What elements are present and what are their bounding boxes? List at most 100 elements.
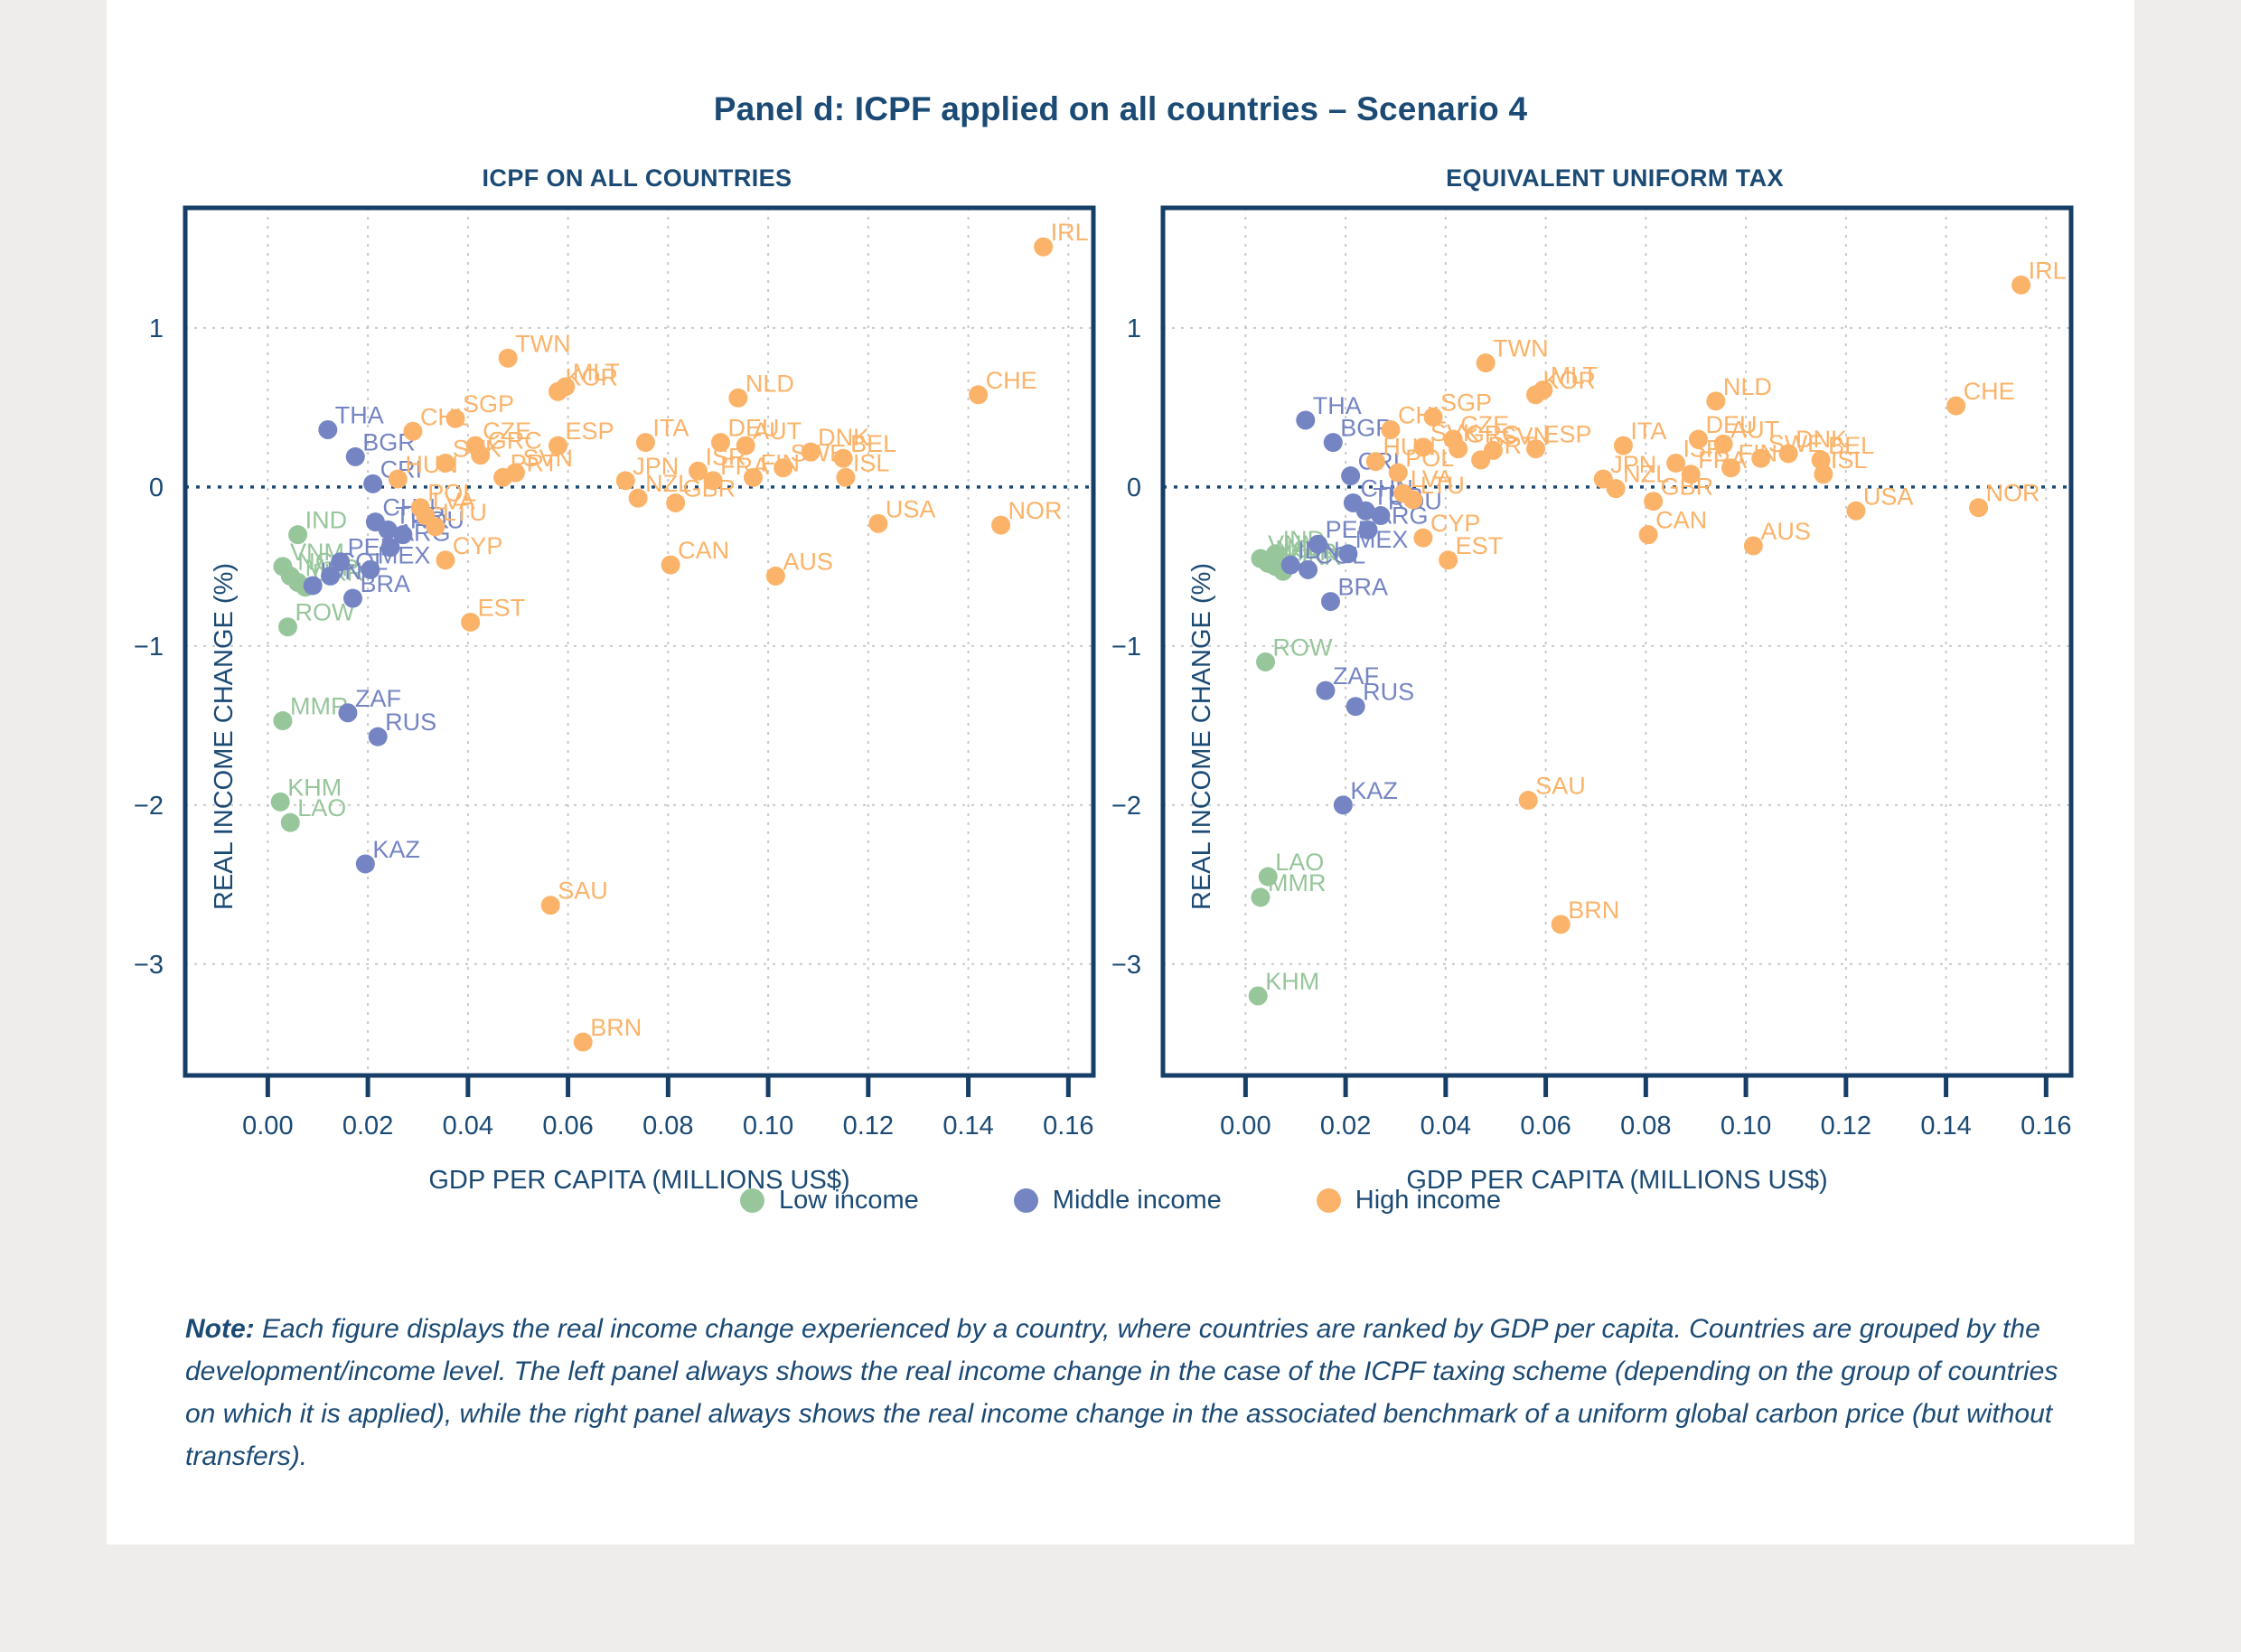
x-axis-title: GDP PER CAPITA (MILLIONS US$)	[428, 1166, 849, 1195]
legend-item-high: High income	[1316, 1186, 1501, 1216]
y-tick-label: 1	[149, 314, 164, 343]
x-tick-label: 0.00	[242, 1112, 293, 1140]
point-LAO	[1258, 867, 1278, 887]
point-CRI	[1341, 466, 1361, 486]
point-NZL	[1606, 479, 1626, 499]
point-MEX	[1338, 544, 1358, 564]
point-label-CHE: CHE	[1964, 378, 2015, 405]
point-label-NLD: NLD	[1723, 373, 1772, 400]
point-label-GRC: GRC	[488, 427, 542, 455]
point-label-TWN: TWN	[515, 330, 570, 357]
point-BRN	[573, 1032, 593, 1052]
y-tick-label: 1	[1127, 314, 1141, 343]
point-NOR	[991, 515, 1011, 535]
point-THA	[1296, 410, 1316, 430]
point-CHE	[969, 385, 989, 405]
point-GRC	[1449, 439, 1468, 459]
point-ESP	[1526, 439, 1546, 459]
x-tick-label: 0.16	[1043, 1112, 1093, 1140]
x-tick-label: 0.04	[1421, 1112, 1471, 1140]
point-label-NOR: NOR	[1986, 480, 2040, 507]
point-CRI	[363, 474, 383, 493]
point-label-CZE: CZE	[483, 418, 531, 445]
point-label-BEL: BEL	[1828, 432, 1874, 459]
point-label-USA: USA	[886, 495, 936, 522]
high-income-swatch-icon	[1316, 1188, 1341, 1213]
point-GBR	[666, 493, 686, 512]
point-ROU	[1371, 506, 1391, 526]
point-label-DNK: DNK	[1796, 426, 1847, 453]
point-SAU	[1518, 791, 1538, 811]
point-label-MLT: MLT	[1551, 362, 1598, 390]
y-axis-title: REAL INCOME CHANGE (%)	[210, 563, 239, 910]
low-income-swatch-icon	[740, 1188, 765, 1213]
x-axis-title: GDP PER CAPITA (MILLIONS US$)	[1406, 1166, 1827, 1195]
point-KAZ	[1333, 795, 1353, 815]
y-axis-title: REAL INCOME CHANGE (%)	[1187, 563, 1216, 910]
point-FIN	[1721, 458, 1740, 478]
point-MMR	[1251, 887, 1271, 907]
point-label-PRT: PRT	[511, 449, 559, 476]
point-label-BEL: BEL	[850, 430, 896, 457]
point-TUR	[378, 520, 398, 540]
point-label-LVA: LVA	[433, 488, 475, 515]
point-AUS	[765, 566, 785, 586]
point-RUS	[1346, 697, 1365, 717]
point-label-IDN: IDN	[320, 558, 362, 585]
point-label-MLT: MLT	[573, 359, 620, 386]
point-BRA	[1320, 592, 1340, 612]
point-label-USA: USA	[1863, 483, 1914, 510]
legend-label: Low income	[779, 1186, 919, 1215]
point-label-KHM: KHM	[287, 774, 342, 801]
point-label-CHL: CHL	[1398, 401, 1447, 428]
point-NZL	[628, 488, 648, 508]
point-label-ISR: ISR	[1683, 435, 1724, 462]
point-FIN	[743, 467, 763, 487]
point-IND	[288, 525, 308, 545]
point-COL	[1299, 559, 1318, 579]
point-SVK	[436, 453, 455, 473]
point-label-SGP: SGP	[463, 390, 514, 418]
point-label-AUS: AUS	[783, 548, 833, 575]
point-GRC	[471, 446, 491, 465]
point-ITA	[635, 433, 655, 453]
point-CHL	[403, 421, 423, 441]
x-tick-label: 0.04	[443, 1112, 493, 1140]
y-tick-label: −2	[134, 792, 164, 821]
point-FRA	[703, 471, 723, 491]
left-panel-title: ICPF ON ALL COUNTRIES	[482, 164, 792, 192]
point-label-FIN: FIN	[1738, 440, 1777, 467]
point-PER	[1308, 534, 1328, 554]
point-label-SVN: SVN	[522, 445, 573, 472]
point-label-JPN: JPN	[1610, 451, 1656, 478]
point-CYP	[436, 550, 455, 570]
point-AUT	[1713, 434, 1733, 454]
point-HUN	[1365, 452, 1385, 472]
point-label-POL: POL	[1405, 445, 1454, 472]
point-TWN	[1476, 353, 1496, 373]
point-PRT	[493, 467, 513, 487]
point-label-PER: PER	[1326, 516, 1376, 543]
point-MEX	[361, 559, 380, 579]
point-IDN	[303, 576, 323, 596]
figure-card: Panel d: ICPF applied on all countries –…	[107, 0, 2134, 1544]
point-CAN	[661, 555, 680, 575]
point-label-SWE: SWE	[791, 440, 847, 467]
point-label-KOR: KOR	[1543, 367, 1597, 394]
point-label-HUN: HUN	[1383, 434, 1436, 461]
point-BGR	[1323, 433, 1343, 453]
x-tick-label: 0.14	[1920, 1112, 1971, 1140]
point-label-EST: EST	[1456, 532, 1504, 559]
right-panel-title: EQUIVALENT UNIFORM TAX	[1446, 164, 1784, 192]
point-label-FRA: FRA	[720, 453, 769, 480]
point-HUN	[388, 469, 408, 489]
point-KAZ	[355, 854, 375, 874]
x-tick-label: 0.10	[743, 1112, 793, 1140]
point-label-THA: THA	[1313, 392, 1362, 419]
point-PER	[331, 552, 351, 572]
point-label-NZL: NZL	[645, 470, 691, 497]
point-LTU	[426, 517, 445, 537]
x-tick-label: 0.02	[342, 1112, 393, 1140]
